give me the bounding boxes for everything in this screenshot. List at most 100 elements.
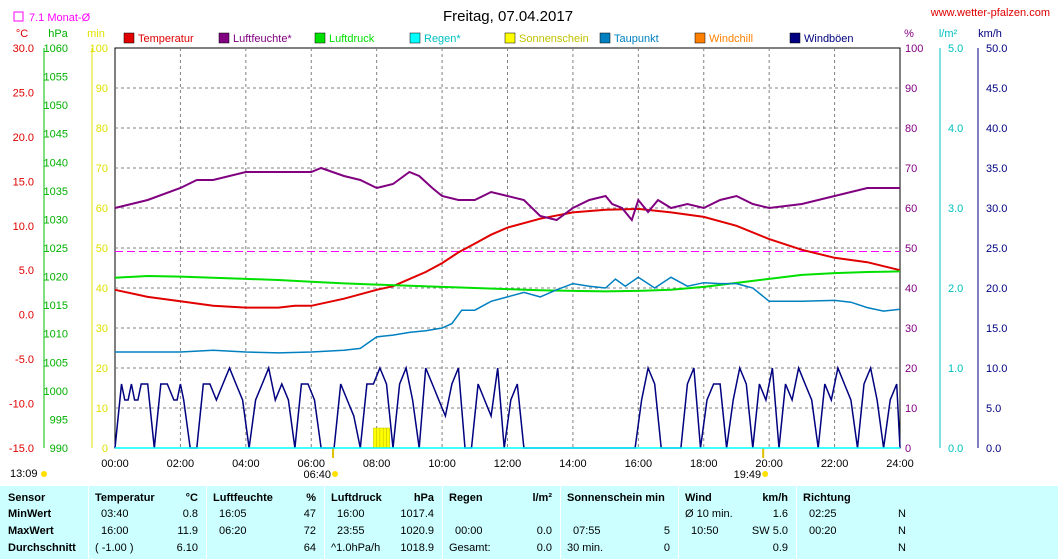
axis-tick-wind: 30.0 xyxy=(986,203,1007,215)
summary-header-pressure: Luftdruck xyxy=(331,492,382,504)
axis-tick-humidity: 70 xyxy=(905,163,917,175)
summary-value: 0.8 xyxy=(182,508,198,520)
summary-col-pressure: Luftdruck hPa 16:00 1017.4 23:55 1020.9 ^1.… xyxy=(324,486,442,559)
legend-label: Temperatur xyxy=(138,33,194,45)
legend-swatch xyxy=(694,32,706,44)
summary-value: 6.10 xyxy=(176,542,198,554)
website-link[interactable]: www.wetter-pfalzen.com xyxy=(930,7,1050,19)
axis-tick-sunshine: 10 xyxy=(96,403,108,415)
axis-tick-pressure: 1030 xyxy=(44,214,68,226)
axis-tick-temperature: 5.0 xyxy=(19,265,34,277)
axis-tick-wind: 45.0 xyxy=(986,83,1007,95)
axis-tick-temperature: 15.0 xyxy=(13,176,34,188)
axis-tick-pressure: 1060 xyxy=(44,43,68,55)
axis-tick-pressure: 990 xyxy=(50,443,68,455)
x-tick-label: 06:00 xyxy=(297,458,325,470)
axis-tick-sunshine: 40 xyxy=(96,283,108,295)
summary-value: 47 xyxy=(303,508,316,520)
axis-tick-wind: 5.0 xyxy=(986,403,1001,415)
x-tick-label: 24:00 xyxy=(886,458,914,470)
x-tick-label: 00:00 xyxy=(101,458,129,470)
summary-header-direction: Richtung xyxy=(803,492,851,504)
summary-time: Ø 10 min. xyxy=(685,508,733,520)
legend-swatch xyxy=(789,32,801,44)
summary-header-temperature: Temperatur xyxy=(95,492,155,504)
axis-tick-pressure: 1055 xyxy=(44,72,68,84)
axis-tick-temperature: 0.0 xyxy=(19,310,34,322)
axis-tick-temperature: 25.0 xyxy=(13,87,34,99)
legend-label: Luftfeuchte* xyxy=(233,33,292,45)
legend-label: Windchill xyxy=(709,33,753,45)
x-tick-label: 14:00 xyxy=(559,458,587,470)
axis-tick-sunshine: 70 xyxy=(96,163,108,175)
summary-value: 1020.9 xyxy=(400,525,434,537)
summary-unit: % xyxy=(306,492,316,504)
axis-tick-rain: 4.0 xyxy=(948,123,963,135)
axis-tick-wind: 15.0 xyxy=(986,323,1007,335)
axis-tick-pressure: 1000 xyxy=(44,386,68,398)
legend-swatch xyxy=(314,32,326,44)
summary-col-sunshine: Sonnenschein min 07:55 5 30 min. 0 xyxy=(560,486,678,559)
sunshine-bar xyxy=(379,427,384,449)
sun-icon xyxy=(762,471,769,477)
legend-label: Regen* xyxy=(424,33,461,45)
axis-tick-rain: 3.0 xyxy=(948,203,963,215)
summary-time: 23:55 xyxy=(337,525,365,537)
summary-time: 06:20 xyxy=(219,525,247,537)
axis-tick-rain: 1.0 xyxy=(948,363,963,375)
axis-unit-pressure: hPa xyxy=(48,28,68,40)
axis-tick-pressure: 1045 xyxy=(44,129,68,141)
summary-unit: °C xyxy=(185,492,198,504)
marker-label-sunrise: 06:40 xyxy=(304,469,332,481)
legend-swatch xyxy=(599,32,611,44)
summary-value: N xyxy=(898,508,906,520)
axis-tick-pressure: 995 xyxy=(50,414,68,426)
summary-header-sensor: Sensor xyxy=(8,492,46,504)
series-line-luftfeuchte xyxy=(114,166,900,223)
axis-tick-pressure: 1020 xyxy=(44,272,68,284)
axis-tick-wind: 20.0 xyxy=(986,283,1007,295)
summary-value: 0.0 xyxy=(536,542,552,554)
legend: Temperatur Luftfeuchte* Luftdruck Regen* Son… xyxy=(123,32,854,45)
legend-label: Taupunkt xyxy=(614,33,659,45)
axis-tick-wind: 10.0 xyxy=(986,363,1007,375)
summary-header-humidity: Luftfeuchte xyxy=(213,492,273,504)
axis-tick-sunshine: 20 xyxy=(96,363,108,375)
summary-col-temperature: Temperatur °C 03:40 0.8 16:00 11.9 ( -1.00 … xyxy=(88,486,206,559)
axis-tick-sunshine: 30 xyxy=(96,323,108,335)
summary-unit: hPa xyxy=(413,492,434,504)
axis-tick-rain: 0.0 xyxy=(948,443,963,455)
monthly-avg-icon xyxy=(13,11,24,22)
axis-tick-humidity: 80 xyxy=(905,123,917,135)
axis-tick-wind: 40.0 xyxy=(986,123,1007,135)
summary-value: 0 xyxy=(663,542,670,554)
summary-table: Sensor MinWert MaxWert Durchschnitt Temp… xyxy=(0,486,1058,559)
summary-value: 1017.4 xyxy=(400,508,434,520)
summary-col-sensor: Sensor MinWert MaxWert Durchschnitt xyxy=(0,486,88,559)
legend-label: Windböen xyxy=(804,33,854,45)
legend-swatch xyxy=(504,32,516,44)
legend-label: Sonnenschein xyxy=(519,33,589,45)
series-line-luftdruck xyxy=(114,270,901,293)
summary-col-direction: Richtung 02:25 N 00:20 N N xyxy=(796,486,914,559)
axis-tick-sunshine: 50 xyxy=(96,243,108,255)
legend-label: Luftdruck xyxy=(329,33,375,45)
summary-time: 03:40 xyxy=(101,508,129,520)
legend-swatch xyxy=(123,32,135,44)
series-line-taupunkt xyxy=(115,276,901,354)
summary-time: 07:55 xyxy=(573,525,601,537)
summary-col-wind: Wind km/h Ø 10 min. 1.6 10:50 SW 5.0 0.9 xyxy=(678,486,796,559)
sun-icon xyxy=(332,471,339,477)
marker-label-sunset: 19:49 xyxy=(734,469,762,481)
summary-value: 0.9 xyxy=(772,542,788,554)
axis-unit-temperature: °C xyxy=(16,28,28,40)
summary-time: ( -1.00 ) xyxy=(95,542,134,554)
x-tick-label: 04:00 xyxy=(232,458,260,470)
summary-value: 1018.9 xyxy=(400,542,434,554)
axis-tick-pressure: 1035 xyxy=(44,186,68,198)
grid-layer xyxy=(114,47,901,449)
sun-icon xyxy=(41,471,47,477)
axis-unit-wind: km/h xyxy=(978,28,1002,40)
x-tick-label: 22:00 xyxy=(821,458,849,470)
axis-tick-wind: 25.0 xyxy=(986,243,1007,255)
